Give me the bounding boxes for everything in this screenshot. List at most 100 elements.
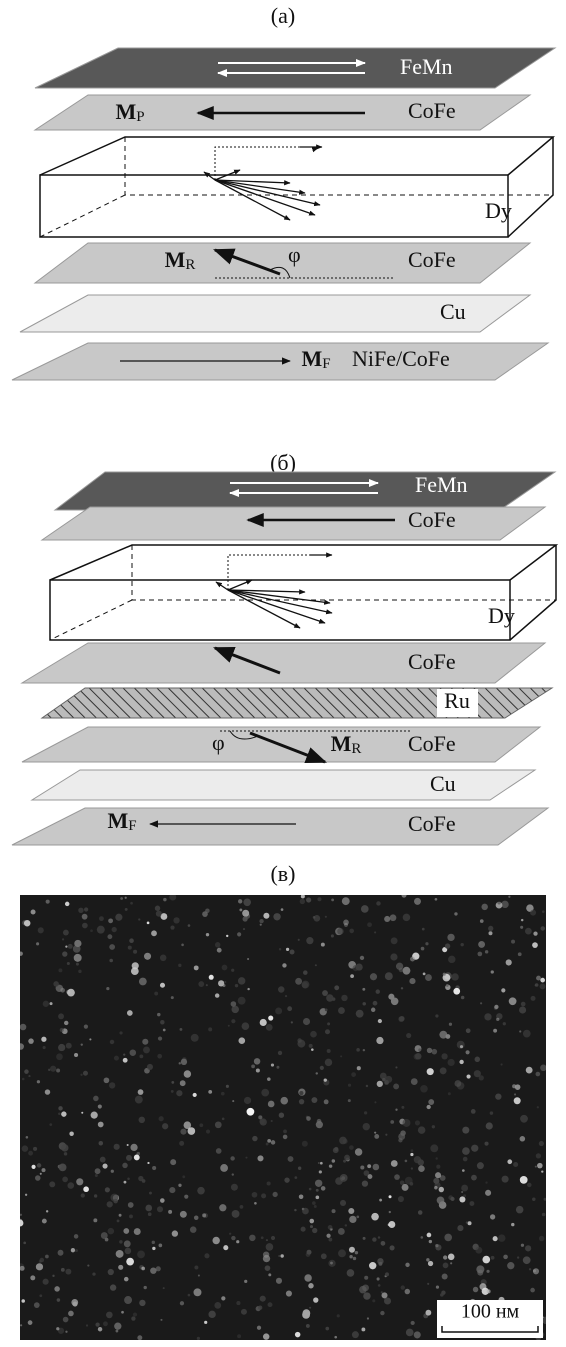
grain <box>518 952 522 956</box>
grain <box>445 943 450 948</box>
grain <box>62 1177 68 1183</box>
grain <box>446 984 449 987</box>
grain <box>337 1314 340 1317</box>
grain <box>432 1049 438 1055</box>
grain <box>273 1192 278 1197</box>
grain <box>37 1080 40 1083</box>
grain <box>81 1193 85 1197</box>
grain <box>220 1164 228 1172</box>
grain <box>156 911 162 917</box>
grain <box>343 1160 346 1163</box>
grain <box>180 1129 186 1135</box>
grain <box>477 1270 483 1276</box>
grain <box>409 978 415 984</box>
grain <box>537 1106 539 1108</box>
grain <box>475 1247 482 1254</box>
grain <box>106 987 109 990</box>
grain <box>147 1064 153 1070</box>
grain <box>237 1334 241 1338</box>
grain <box>157 1013 160 1016</box>
grain <box>378 1236 380 1238</box>
grain <box>348 1099 351 1102</box>
grain <box>306 1116 311 1121</box>
grain <box>28 1151 33 1156</box>
layer-label: FeMn <box>400 54 453 79</box>
grain <box>127 1178 130 1181</box>
grain <box>125 908 128 911</box>
grain <box>239 908 242 911</box>
grain <box>347 1269 355 1277</box>
grain <box>46 1210 48 1212</box>
grain <box>508 896 510 898</box>
grain <box>466 1050 470 1054</box>
grain <box>448 1092 451 1095</box>
grain <box>306 897 311 902</box>
grain <box>471 1109 476 1114</box>
grain <box>76 963 79 966</box>
grain <box>363 1237 366 1240</box>
grain <box>169 1187 175 1193</box>
grain <box>226 935 228 937</box>
grain <box>435 1157 437 1159</box>
grain <box>280 1254 283 1257</box>
grain <box>266 1239 268 1241</box>
grain <box>178 964 181 967</box>
grain <box>525 1245 531 1251</box>
grain <box>98 1122 104 1128</box>
grain <box>405 1289 410 1294</box>
grain <box>394 1174 400 1180</box>
grain <box>480 1002 482 1004</box>
grain <box>181 1059 187 1065</box>
grain <box>376 1037 383 1044</box>
grain <box>399 968 404 973</box>
grain <box>232 1100 234 1102</box>
grain <box>485 1181 487 1183</box>
grain <box>316 1072 318 1074</box>
grain <box>63 1317 69 1323</box>
grain <box>58 1013 64 1019</box>
grain <box>93 1218 97 1222</box>
grain <box>226 1085 229 1088</box>
grain <box>406 1329 414 1337</box>
figure: (а) FeMn MP CoFe Dy φ MR CoFe Cu MF NiFe… <box>0 0 566 1347</box>
grain <box>428 1099 434 1105</box>
grain <box>414 898 421 905</box>
grain <box>22 1145 28 1151</box>
grain <box>328 1225 333 1230</box>
grain <box>103 1321 108 1326</box>
grain <box>95 1174 98 1177</box>
grain <box>24 1069 29 1074</box>
grain <box>169 894 176 901</box>
grain <box>312 1201 316 1205</box>
grain <box>130 902 133 905</box>
grain <box>326 1234 330 1238</box>
grain <box>324 1078 327 1081</box>
grain <box>219 1204 226 1211</box>
grain <box>539 1141 544 1146</box>
grain <box>110 1284 116 1290</box>
grain <box>98 1104 102 1108</box>
grain <box>322 990 328 996</box>
grain <box>337 928 344 935</box>
grain <box>403 967 411 975</box>
grain <box>459 1060 463 1064</box>
grain <box>521 1002 526 1007</box>
grain <box>149 1192 152 1195</box>
grain <box>389 1195 392 1198</box>
grain <box>520 926 523 929</box>
panel-a: (а) FeMn MP CoFe Dy φ MR CoFe Cu MF NiFe… <box>12 3 555 380</box>
grain <box>360 956 364 960</box>
grain <box>325 1059 332 1066</box>
grain <box>232 1210 240 1218</box>
grain <box>263 1333 269 1339</box>
grain <box>280 1097 288 1105</box>
grain <box>259 1119 264 1124</box>
layer-cofe <box>42 507 545 540</box>
grain <box>212 1237 219 1244</box>
grain <box>532 942 538 948</box>
grain <box>108 1269 114 1275</box>
grain <box>494 1005 498 1009</box>
grain <box>138 1176 143 1181</box>
grain <box>355 963 362 970</box>
grain <box>535 983 539 987</box>
